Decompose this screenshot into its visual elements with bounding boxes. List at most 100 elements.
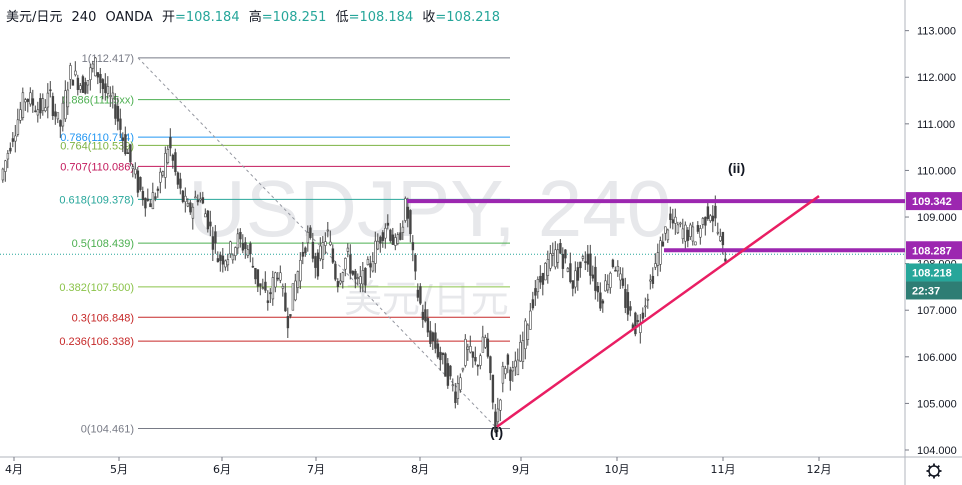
- candle-body: [131, 166, 135, 170]
- candle-body: [569, 263, 572, 282]
- candle-body: [389, 229, 392, 241]
- candle-body: [281, 286, 285, 289]
- close-value: =108.218: [435, 10, 501, 25]
- candle-body: [71, 79, 75, 86]
- candle-body: [539, 275, 542, 283]
- candle-body: [84, 82, 87, 94]
- fib-level-label: 0.707(110.086): [60, 161, 134, 173]
- candle-body: [601, 300, 605, 304]
- candle-body: [499, 399, 502, 411]
- candle-body: [371, 261, 375, 272]
- candle-body: [559, 243, 562, 254]
- candle-body: [596, 286, 600, 293]
- candle-body: [614, 269, 617, 272]
- candle-body: [714, 205, 717, 219]
- candle-body: [506, 354, 510, 365]
- candle-body: [46, 92, 50, 108]
- candle-body: [336, 281, 340, 287]
- gear-icon[interactable]: [926, 463, 942, 479]
- candle-body: [709, 215, 712, 222]
- trendline: [496, 195, 820, 428]
- candle-body: [181, 190, 185, 202]
- candle-body: [441, 352, 445, 355]
- candle-body: [646, 298, 650, 301]
- candle-body: [396, 234, 400, 244]
- interval-label[interactable]: 240: [71, 10, 97, 25]
- candle-body: [674, 216, 677, 224]
- price-tag-last-bg: [906, 263, 962, 282]
- candle-body: [406, 206, 410, 219]
- candle-body: [6, 153, 10, 160]
- candle-body: [289, 314, 292, 317]
- chart-header: 美元/日元 240 OANDA 开=108.184 高=108.251 低=10…: [6, 6, 500, 25]
- candle-body: [286, 316, 290, 329]
- candle-body: [154, 196, 157, 199]
- candle-body: [306, 231, 310, 244]
- y-tick-label: 109.000: [917, 212, 957, 224]
- candle-body: [376, 240, 380, 250]
- candle-body: [39, 98, 42, 114]
- candle-body: [384, 227, 387, 239]
- candle-body: [659, 240, 662, 265]
- x-tick-label: 9月: [512, 463, 530, 476]
- watermark-symbol: USDJPY, 240: [188, 164, 671, 253]
- candle-body: [564, 249, 567, 259]
- candle-body: [99, 73, 102, 83]
- candle-body: [1, 168, 5, 181]
- candle-body: [556, 249, 560, 263]
- candle-body: [124, 134, 127, 154]
- candle-body: [554, 249, 557, 268]
- y-tick-label: 106.000: [917, 352, 957, 364]
- candle-body: [446, 363, 450, 386]
- candle-body: [719, 236, 722, 242]
- candle-body: [671, 219, 675, 224]
- candle-body: [509, 369, 512, 381]
- candle-body: [421, 311, 425, 320]
- candle-body: [184, 195, 187, 203]
- symbol-name[interactable]: 美元/日元: [6, 10, 63, 25]
- candle-body: [11, 138, 15, 142]
- candle-body: [476, 365, 480, 367]
- candle-body: [586, 253, 590, 265]
- candle-body: [66, 89, 70, 108]
- candle-body: [636, 320, 640, 322]
- price-tag-resistance-upper: 109.342: [912, 196, 952, 208]
- x-tick-label: 7月: [307, 463, 325, 476]
- candle-body: [649, 279, 652, 282]
- candle-body: [9, 147, 12, 152]
- candle-body: [54, 111, 57, 117]
- candle-body: [126, 152, 130, 154]
- candle-body: [576, 267, 580, 281]
- candle-body: [41, 98, 45, 111]
- candle-body: [334, 263, 337, 280]
- candle-body: [104, 83, 107, 94]
- candle-body: [96, 72, 100, 78]
- gear-icon-ring: [928, 465, 940, 477]
- candle-body: [291, 283, 295, 311]
- candle-body: [379, 236, 382, 244]
- candle-body: [366, 259, 370, 266]
- price-tag-resistance-upper-bg: [906, 192, 962, 211]
- candle-body: [261, 287, 265, 289]
- candle-body: [199, 198, 202, 201]
- candle-body: [159, 171, 162, 183]
- candle-body: [94, 57, 97, 77]
- candle-body: [654, 263, 657, 268]
- price-tag-countdown: 22:37: [912, 285, 940, 297]
- candle-body: [424, 309, 427, 322]
- candle-body: [106, 86, 110, 94]
- candle-body: [279, 272, 282, 281]
- candle-body: [666, 229, 670, 241]
- candle-body: [634, 312, 637, 335]
- candle-body: [269, 292, 272, 295]
- candle-body: [496, 408, 500, 423]
- candle-body: [514, 360, 517, 368]
- candle-body: [81, 76, 85, 93]
- candle-body: [519, 342, 522, 362]
- candle-body: [119, 118, 122, 130]
- candle-body: [246, 249, 250, 256]
- fib-level-label: 0.786(110.714): [60, 132, 134, 144]
- candle-body: [454, 391, 457, 403]
- candle-body: [196, 199, 200, 203]
